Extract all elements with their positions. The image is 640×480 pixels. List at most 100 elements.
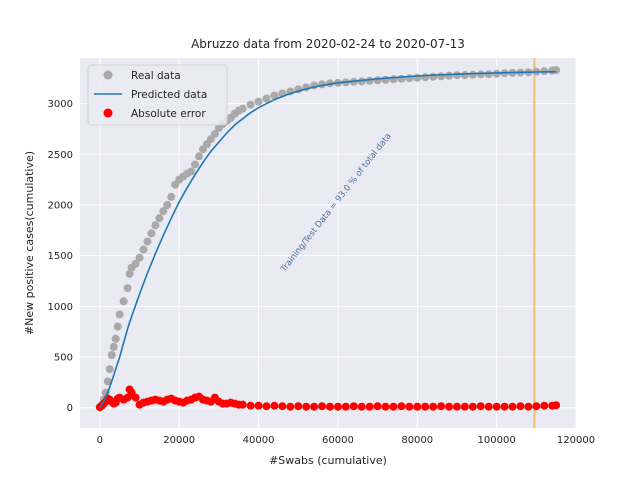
real-data-point — [421, 73, 430, 82]
real-data-point — [381, 75, 390, 84]
real-data-point — [484, 70, 493, 79]
error-data-point — [484, 402, 493, 411]
error-data-point — [460, 402, 469, 411]
error-data-point — [325, 402, 334, 411]
real-data-point — [452, 71, 461, 80]
error-data-point — [524, 402, 533, 411]
real-data-point — [151, 221, 160, 230]
error-data-point — [452, 402, 461, 411]
real-data-point — [119, 297, 128, 306]
real-data-point — [143, 237, 152, 246]
error-data-point — [508, 402, 517, 411]
legend: Real data Predicted data Absolute error — [87, 64, 228, 126]
error-data-point — [445, 402, 454, 411]
real-data-point — [476, 70, 485, 79]
real-data-point — [413, 73, 422, 82]
error-data-point — [270, 401, 279, 410]
real-data-point — [187, 167, 196, 176]
y-tick-label: 2000 — [48, 200, 73, 211]
error-data-point — [389, 402, 398, 411]
error-data-point — [238, 400, 247, 409]
real-data-point — [437, 72, 446, 81]
error-data-point — [131, 393, 140, 402]
real-data-point — [109, 342, 118, 351]
real-data-point — [246, 100, 255, 109]
error-data-point — [246, 401, 255, 410]
x-axis-label: #Swabs (cumulative) — [269, 454, 387, 467]
error-data-point — [532, 402, 541, 411]
real-data-point — [191, 160, 200, 169]
real-data-point — [105, 365, 114, 374]
x-tick-label: 0 — [97, 435, 103, 446]
error-data-point — [421, 402, 430, 411]
real-data-point — [210, 130, 219, 139]
error-data-point — [492, 402, 501, 411]
real-data-point — [159, 207, 168, 216]
error-data-point — [500, 402, 509, 411]
legend-label-real: Real data — [131, 70, 181, 82]
error-data-point — [540, 401, 549, 410]
x-tick-label: 20000 — [163, 435, 195, 446]
error-data-point — [468, 402, 477, 411]
error-data-point — [357, 402, 366, 411]
error-data-point — [302, 402, 311, 411]
real-data-point — [270, 91, 279, 100]
y-tick-label: 1500 — [48, 251, 73, 262]
error-data-point — [373, 402, 382, 411]
real-data-point — [492, 69, 501, 78]
real-data-point — [460, 71, 469, 80]
real-data-point — [125, 269, 134, 278]
legend-marker-error — [103, 108, 113, 118]
real-data-point — [429, 72, 438, 81]
error-data-point — [262, 402, 271, 411]
real-data-point — [131, 259, 140, 268]
error-data-point — [278, 402, 287, 411]
error-data-point — [341, 402, 350, 411]
real-data-point — [254, 97, 263, 106]
real-data-point — [111, 334, 120, 343]
y-tick-label: 500 — [54, 353, 73, 364]
y-tick-label: 3000 — [48, 99, 73, 110]
error-data-point — [254, 401, 263, 410]
x-tick-label: 100000 — [478, 435, 516, 446]
real-data-point — [552, 66, 561, 75]
error-data-point — [437, 402, 446, 411]
real-data-point — [123, 284, 132, 293]
y-axis-ticks: 0 500 1000 1500 2000 2500 3000 — [48, 99, 73, 414]
real-data-point — [357, 77, 366, 86]
real-data-point — [107, 351, 116, 360]
error-data-point — [413, 402, 422, 411]
real-data-point — [195, 152, 204, 161]
error-data-point — [516, 402, 525, 411]
y-tick-label: 2500 — [48, 150, 73, 161]
legend-label-predicted: Predicted data — [131, 89, 207, 101]
error-data-point — [310, 402, 319, 411]
real-data-point — [115, 310, 124, 319]
real-data-point — [163, 200, 172, 209]
x-tick-label: 80000 — [401, 435, 433, 446]
y-axis-label: #New positive cases(cumulative) — [23, 151, 36, 335]
real-data-point — [147, 229, 156, 238]
real-data-point — [238, 104, 247, 113]
error-data-point — [381, 402, 390, 411]
error-data-point — [349, 402, 358, 411]
legend-marker-real — [103, 70, 113, 80]
x-tick-label: 60000 — [322, 435, 354, 446]
x-tick-label: 120000 — [557, 435, 595, 446]
x-tick-label: 40000 — [243, 435, 275, 446]
error-data-point — [405, 402, 414, 411]
error-data-point — [476, 402, 485, 411]
real-data-point — [135, 253, 144, 262]
real-data-point — [262, 94, 271, 103]
error-data-point — [429, 402, 438, 411]
gridlines — [80, 58, 577, 428]
real-data-point — [113, 322, 122, 331]
real-data-point — [468, 70, 477, 79]
error-data-point — [365, 402, 374, 411]
real-data-point — [139, 245, 148, 254]
predicted-data-line — [99, 70, 557, 409]
real-data-point — [365, 76, 374, 85]
error-data-point — [552, 401, 561, 410]
y-tick-label: 1000 — [48, 302, 73, 313]
